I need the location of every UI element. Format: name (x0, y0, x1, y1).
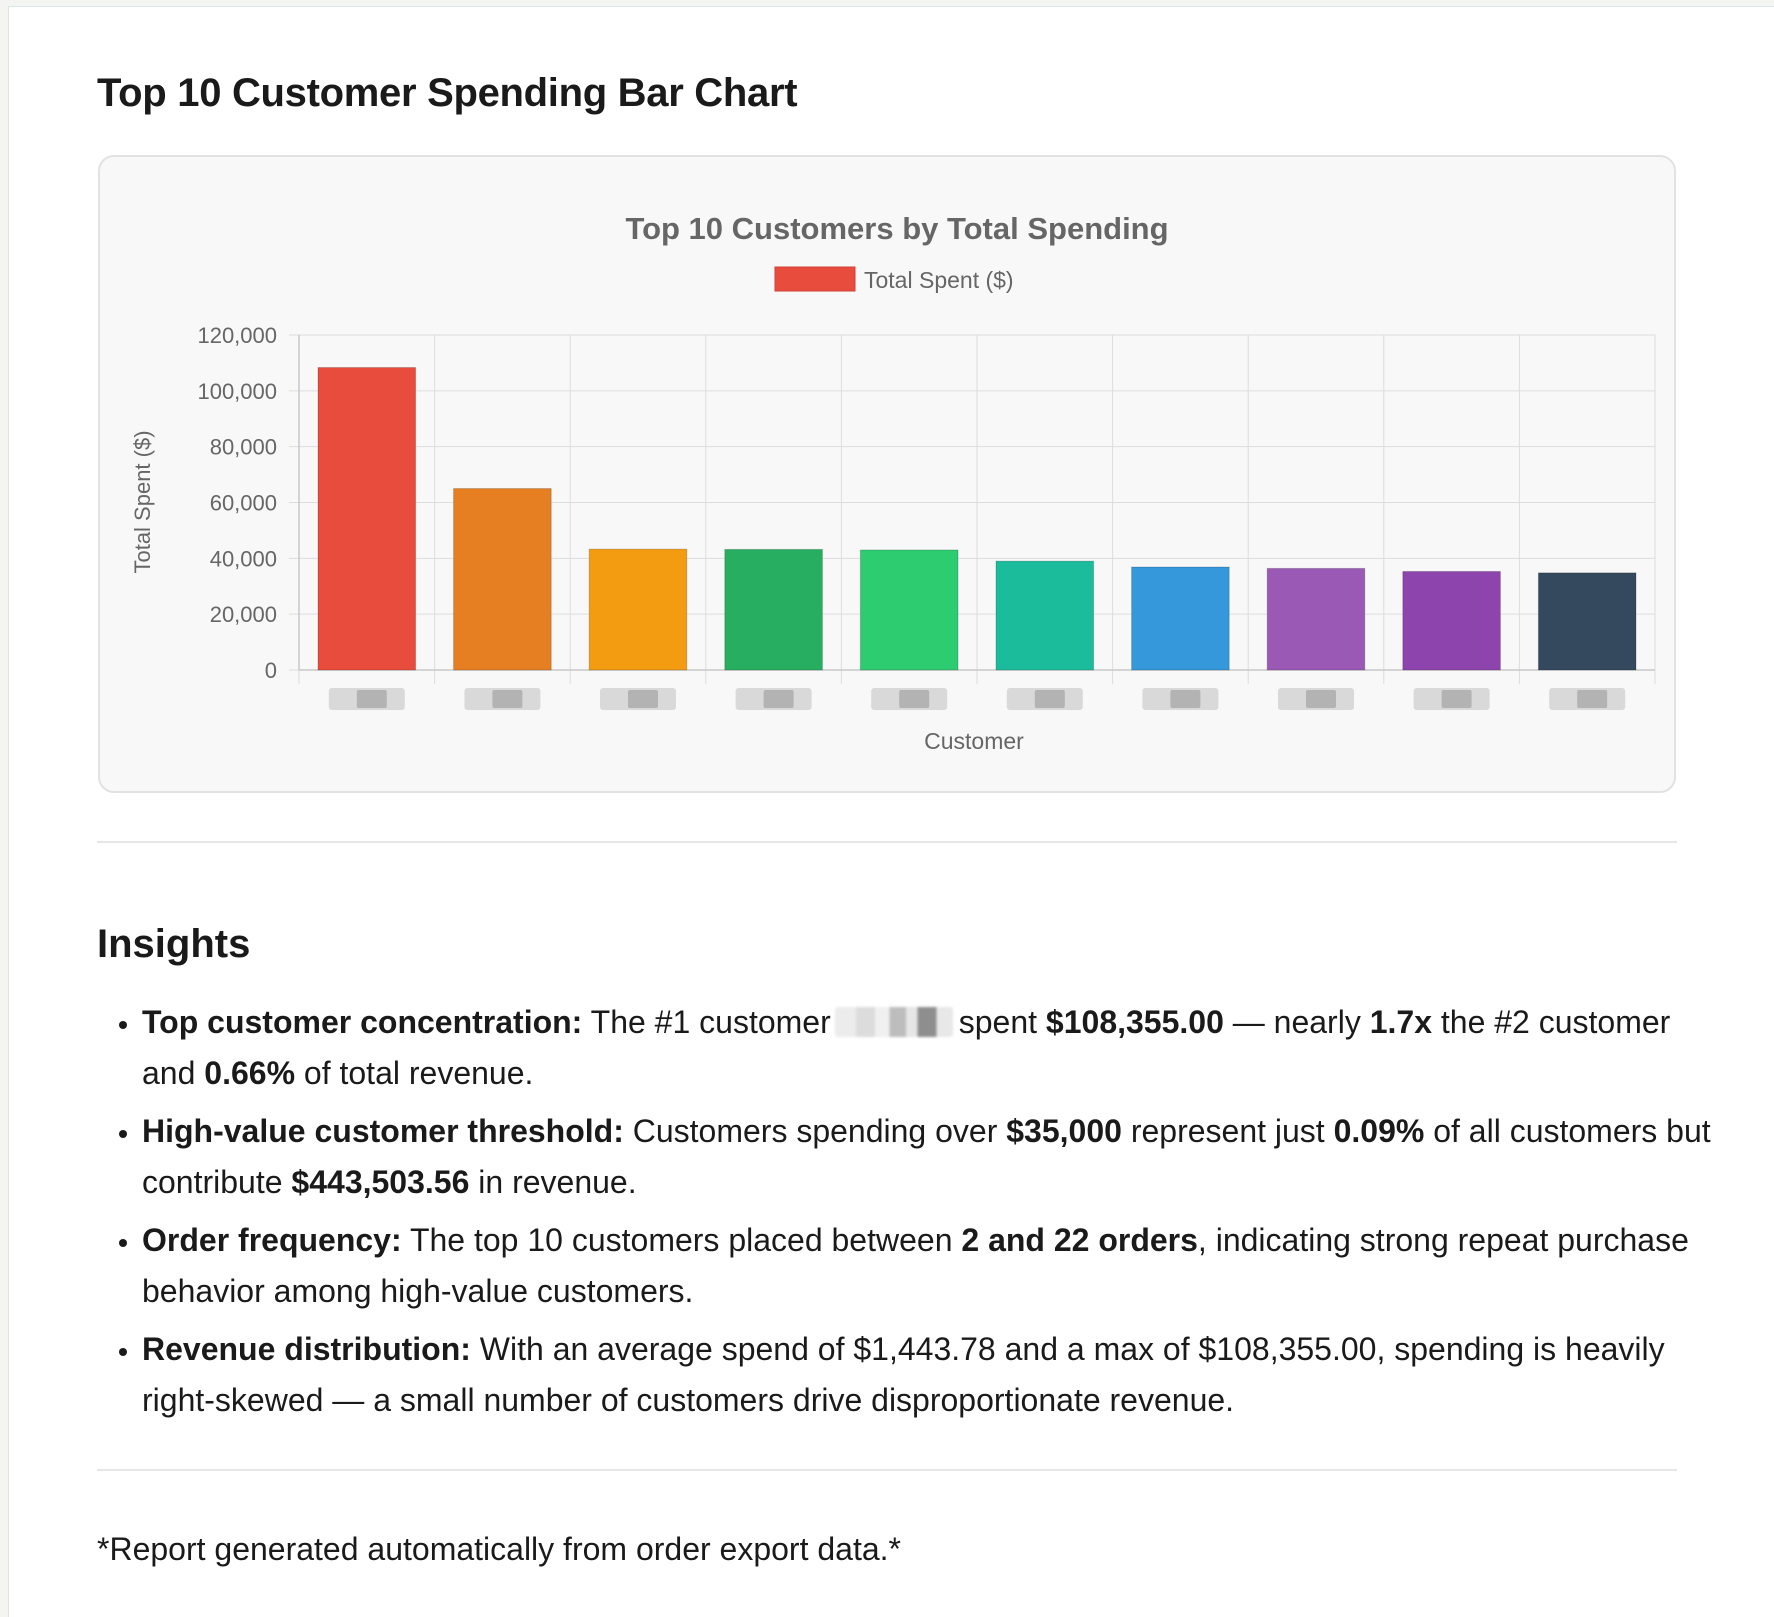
chart-card: Top 10 Customers by Total Spending Total… (98, 155, 1676, 793)
legend-label: Total Spent ($) (864, 267, 1014, 293)
bar[interactable] (859, 549, 959, 671)
legend-swatch[interactable] (774, 266, 856, 292)
redacted-category-label-shade (1441, 690, 1472, 708)
chart-title: Top 10 Customers by Total Spending (625, 211, 1168, 246)
insight-text: The #1 customer (590, 1004, 831, 1040)
insight-text: the #2 customer and (142, 1004, 1671, 1091)
bar[interactable] (1402, 570, 1501, 671)
plot-area: 0 20,000 40,000 60,000 80,000 100,000 120,000 (197, 323, 1656, 710)
divider (97, 841, 1677, 843)
insight-text: — nearly (1232, 1004, 1361, 1040)
y-tick-label: 0 (265, 658, 277, 683)
redacted-category-label-shade (1577, 690, 1608, 708)
bar[interactable] (317, 367, 417, 671)
bar[interactable] (588, 548, 688, 671)
insight-text: Customers spending over (632, 1113, 998, 1149)
insight-text: in revenue. (478, 1164, 637, 1200)
insight-text: represent just (1130, 1113, 1325, 1149)
redacted-category-label-shade (1170, 690, 1201, 708)
bar[interactable] (995, 560, 1095, 671)
y-tick-label: 20,000 (210, 602, 277, 627)
redacted-category-label-shade (356, 690, 387, 708)
report-page: Top 10 Customer Spending Bar Chart Top 1… (8, 6, 1774, 1617)
insight-label: High-value customer threshold: (142, 1113, 624, 1149)
insight-text: of all customers but contribute (142, 1113, 1711, 1200)
redacted-category-label-shade (628, 690, 658, 708)
bar[interactable] (1537, 572, 1637, 671)
insight-text: spent (958, 1004, 1038, 1040)
insight-value: 0.66% (204, 1055, 296, 1091)
insight-label: Revenue distribution: (142, 1331, 471, 1367)
insight-text: The top 10 customers placed between (409, 1222, 953, 1258)
insight-text: , indicating strong repeat purchase beha… (142, 1222, 1689, 1309)
page-title: Top 10 Customer Spending Bar Chart (97, 71, 798, 115)
redacted-category-label-shade (492, 690, 523, 708)
y-tick-label: 40,000 (210, 546, 277, 571)
y-tick-label: 80,000 (210, 435, 277, 460)
redacted-category-label-shade (1034, 690, 1065, 708)
insight-item: Order frequency: The top 10 customers pl… (142, 1215, 1732, 1317)
bar[interactable] (724, 548, 823, 671)
divider (97, 1469, 1677, 1471)
insight-value: 2 and 22 orders (961, 1222, 1198, 1258)
bar-chart: Top 10 Customers by Total Spending Total… (130, 211, 1656, 754)
insight-item: Revenue distribution: With an average sp… (142, 1324, 1732, 1426)
insights-list: Top customer concentration: The #1 custo… (97, 997, 1732, 1433)
insight-label: Order frequency: (142, 1222, 402, 1258)
insights-heading: Insights (97, 922, 251, 966)
insight-text: of total revenue. (303, 1055, 534, 1091)
insight-item: High-value customer threshold: Customers… (142, 1106, 1732, 1208)
y-tick-label: 120,000 (197, 323, 277, 348)
bar[interactable] (453, 488, 552, 671)
redacted-category-label-shade (1306, 690, 1336, 708)
insight-value: $108,355.00 (1045, 1004, 1224, 1040)
insight-text: With an average spend of $1,443.78 and a… (142, 1331, 1665, 1418)
redacted-customer-name (834, 1006, 953, 1037)
y-tick-label: 100,000 (197, 379, 277, 404)
y-tick-label: 60,000 (210, 491, 277, 516)
x-axis-label: Customer (924, 728, 1024, 754)
insight-label: Top customer concentration: (142, 1004, 583, 1040)
footer-note: *Report generated automatically from ord… (97, 1531, 901, 1567)
insight-item: Top customer concentration: The #1 custo… (142, 997, 1732, 1099)
insight-value: 0.09% (1333, 1113, 1425, 1149)
bar[interactable] (1266, 567, 1366, 671)
y-axis-label: Total Spent ($) (130, 430, 155, 573)
redacted-category-label-shade (899, 690, 930, 708)
insight-value: $443,503.56 (291, 1164, 470, 1200)
redacted-category-label-shade (763, 690, 794, 708)
insight-value: 1.7x (1369, 1004, 1432, 1040)
bar[interactable] (1131, 566, 1230, 671)
insight-value: $35,000 (1006, 1113, 1122, 1149)
